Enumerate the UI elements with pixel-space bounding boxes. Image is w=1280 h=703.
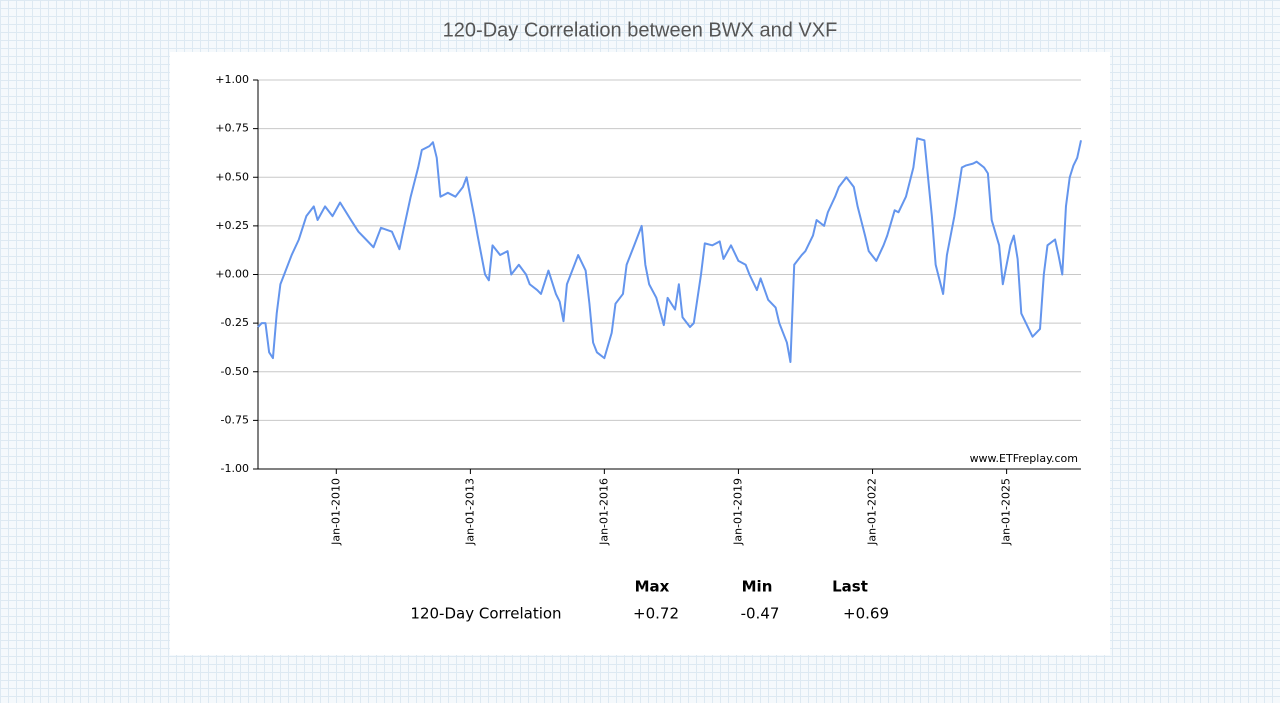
y-tick-label: +0.75 [215, 122, 249, 135]
y-tick-label: +0.50 [215, 170, 249, 183]
y-tick-label: -1.00 [221, 462, 249, 475]
x-tick-label: Jan-01-2013 [463, 478, 476, 546]
table-header: Min [742, 578, 773, 596]
x-tick-label: Jan-01-2022 [866, 478, 879, 546]
table-header: Last [832, 578, 868, 596]
chart-title: 120-Day Correlation between BWX and VXF [443, 19, 838, 41]
table-cell: +0.72 [633, 605, 679, 623]
watermark: www.ETFreplay.com [970, 452, 1078, 465]
y-tick-label: -0.50 [221, 365, 249, 378]
chart-panel [170, 52, 1110, 655]
data-line [257, 137, 1082, 364]
x-tick-label: Jan-01-2019 [731, 478, 744, 546]
x-tick-label: Jan-01-2010 [329, 478, 342, 546]
table-header: Max [635, 578, 670, 596]
x-tick-label: Jan-01-2016 [597, 478, 610, 546]
y-tick-label: +0.25 [215, 219, 249, 232]
y-tick-label: +1.00 [215, 73, 249, 86]
y-tick-label: +0.00 [215, 268, 249, 281]
y-tick-label: -0.25 [221, 316, 249, 329]
table-cell: -0.47 [741, 605, 780, 623]
table-cell: +0.69 [843, 605, 889, 623]
x-tick-label: Jan-01-2025 [1000, 478, 1013, 546]
table-row-label: 120-Day Correlation [410, 605, 561, 623]
y-tick-label: -0.75 [221, 413, 249, 426]
